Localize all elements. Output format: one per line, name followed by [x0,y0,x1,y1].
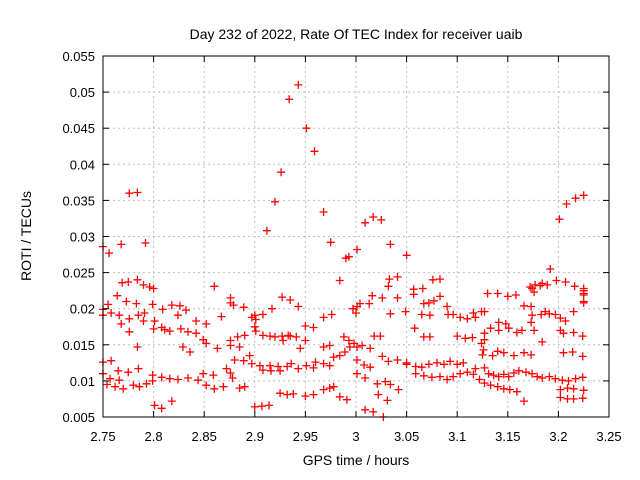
y-tick-label: 0.05 [70,85,95,100]
x-tick-label: 2.8 [145,429,163,444]
x-tick-label: 2.85 [192,429,217,444]
x-tick-label: 3 [352,429,359,444]
x-tick-label: 3.25 [596,429,621,444]
y-tick-label: 0.025 [62,266,95,281]
scatter-points [99,80,588,421]
axis-frame [102,55,610,418]
y-axis-label: ROTI / TECUs [18,191,34,281]
y-tick-label: 0.045 [62,121,95,136]
x-tick-label: 3.15 [495,429,520,444]
y-tick-label: 0.03 [70,230,95,245]
x-tick-label: 3.2 [549,429,567,444]
x-tick-label: 3.05 [394,429,419,444]
y-tick-label: 0.005 [62,410,95,425]
y-tick-label: 0.02 [70,302,95,317]
x-tick-label: 2.95 [293,429,318,444]
y-tick-label: 0.035 [62,193,95,208]
tick-labels: 2.75 2.8 2.85 2.9 2.95 3 3.05 3.1 3.15 3.2 3.25 0.0… [62,49,621,444]
y-tick-label: 0.015 [62,338,95,353]
x-tick-label: 2.9 [246,429,264,444]
y-tick-label: 0.04 [70,157,95,172]
x-tick-label: 2.75 [90,429,115,444]
x-tick-label: 3.1 [448,429,466,444]
y-tick-label: 0.055 [62,49,95,64]
scatter-points-layer [99,80,588,421]
chart-title: Day 232 of 2022, Rate Of TEC Index for r… [190,26,523,42]
x-axis-label: GPS time / hours [303,452,410,468]
y-tick-label: 0.01 [70,374,95,389]
